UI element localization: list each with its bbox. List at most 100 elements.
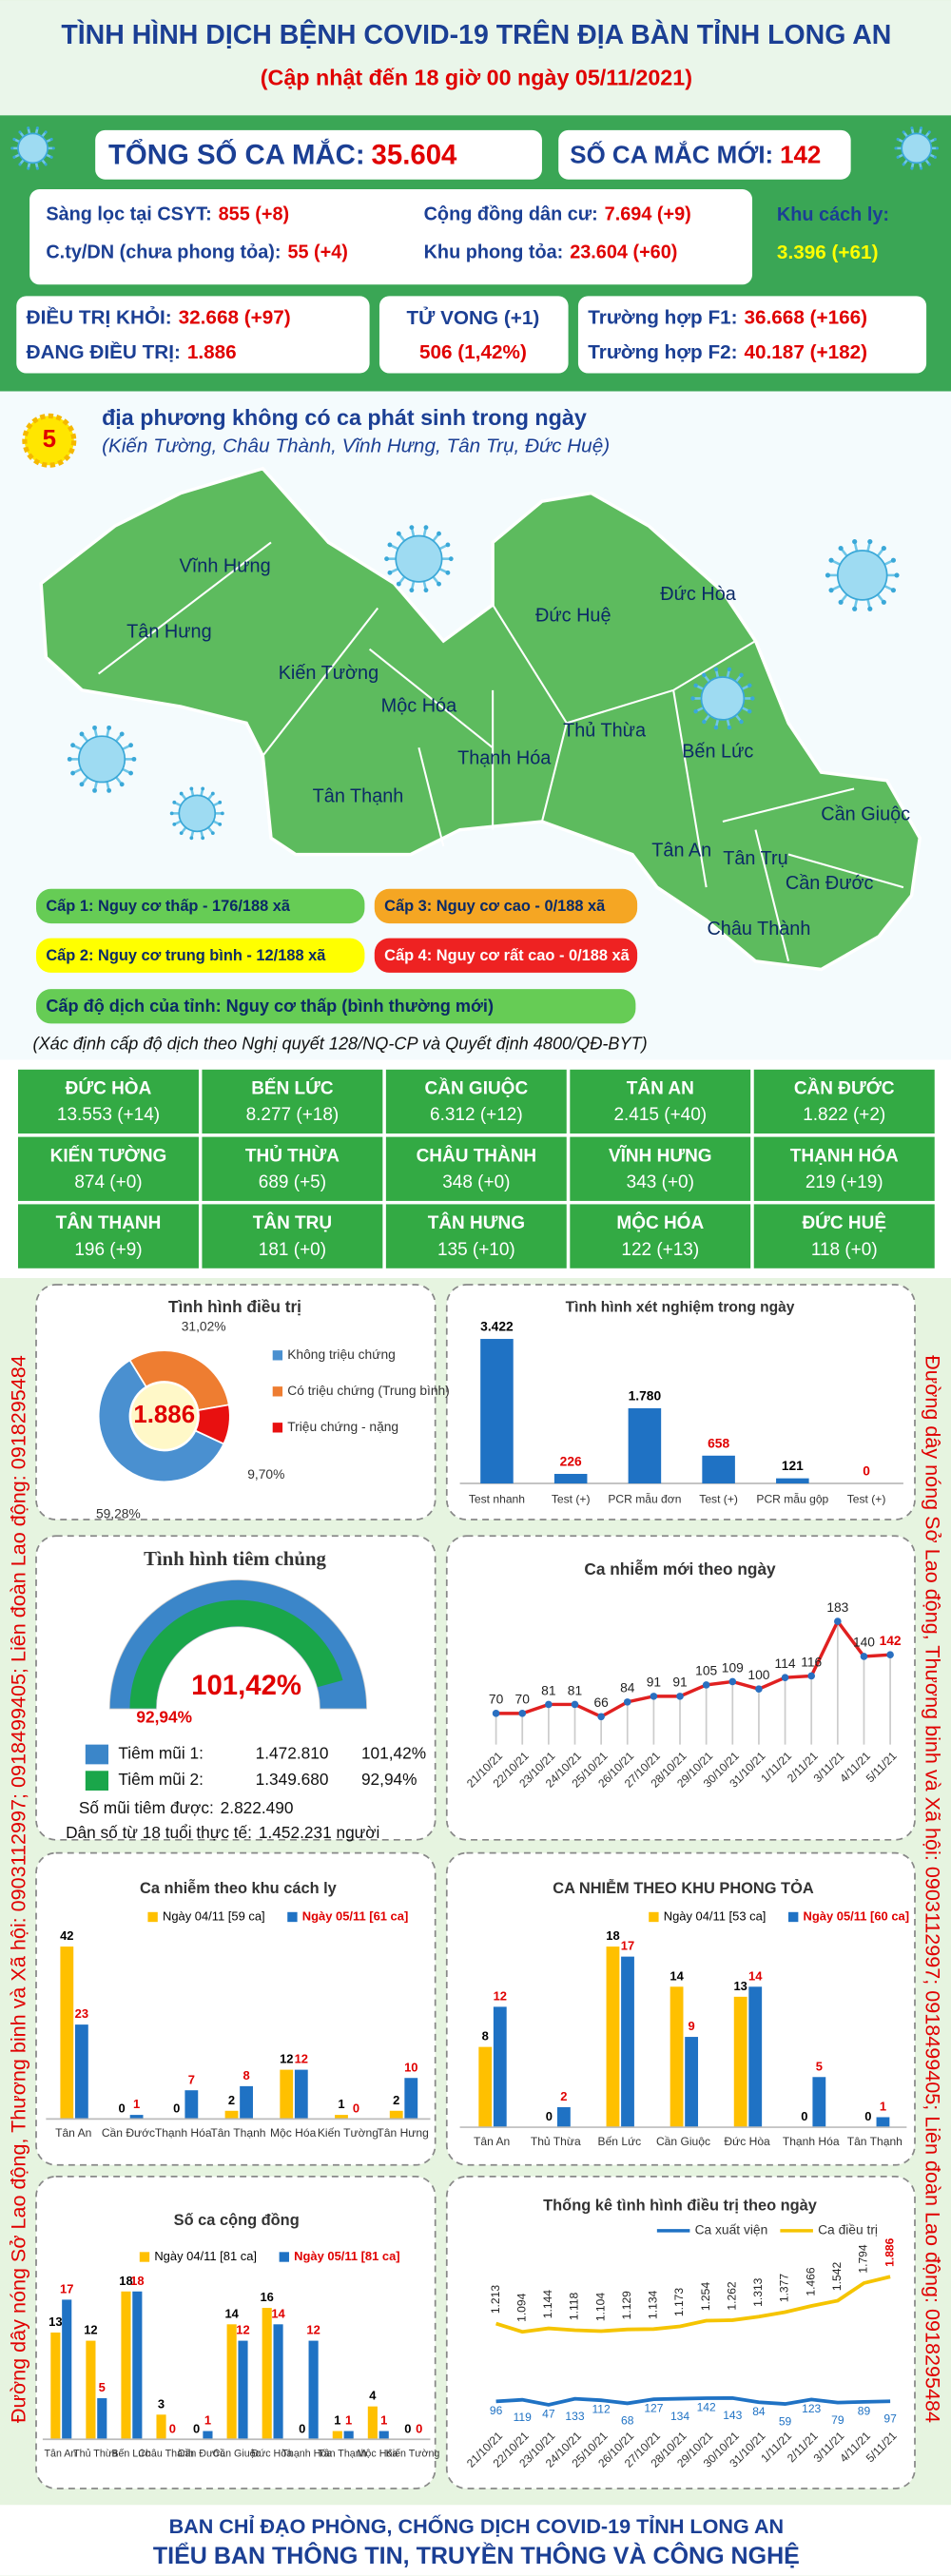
box [95, 129, 542, 180]
virus-tip [189, 836, 194, 841]
district-name: Kiến Tường [279, 663, 378, 684]
virus-spike [41, 131, 47, 138]
point [650, 1693, 658, 1700]
point-label: 127 [644, 2402, 663, 2415]
virus-spike [398, 575, 406, 584]
stat: Trường hợp F1: 36.668 (+166) [588, 307, 867, 329]
point-label: 89 [858, 2404, 871, 2417]
district-cell-value: 2.415 (+40) [613, 1105, 707, 1125]
bar [262, 2308, 272, 2440]
stat-value: 36.668 (+166) [744, 307, 867, 329]
category-label: Thạnh Hóa [155, 2126, 212, 2140]
legend-swatch [788, 1911, 799, 1923]
virus-tip [210, 791, 215, 796]
bar-value-label: 13 [49, 2315, 62, 2329]
point-label: 1.262 [725, 2281, 738, 2311]
footer-bg [0, 2505, 951, 2576]
chart-title: Tình hình tiêm chủng [144, 1549, 326, 1570]
stat-label: Khu phong tỏa: [424, 242, 564, 263]
bar-value-label: 1 [133, 2097, 140, 2111]
population-label: Dân số từ 18 tuổi thực tế: [66, 1822, 252, 1841]
point-label: 68 [621, 2414, 634, 2428]
legend-label: Tiêm mũi 1: [118, 1744, 204, 1763]
bar-value-label: 1 [338, 2097, 344, 2111]
virus-spike [910, 128, 915, 135]
virus-tip [218, 800, 223, 804]
bar [621, 1956, 634, 2128]
virus-spike [181, 793, 187, 801]
legend-label: Ngày 05/11 [61 ca] [302, 1908, 408, 1923]
bar [812, 2077, 826, 2128]
virus-spike [714, 719, 720, 727]
stat-value: 32.668 (+97) [179, 307, 291, 329]
virus-spike [924, 159, 930, 165]
bar [240, 2085, 253, 2120]
bar-value-label: 121 [782, 1458, 804, 1473]
donut-slice [128, 1349, 230, 1411]
bar-value-label: 42 [60, 1928, 73, 1943]
bar [480, 1339, 514, 1484]
virus-tip [727, 725, 732, 730]
bar-value-label: 12 [306, 2323, 320, 2337]
virus-spike [853, 542, 859, 552]
district-cell-name: TÂN TRỤ [253, 1212, 332, 1233]
point-label: 1.466 [804, 2267, 817, 2296]
virus-icon [690, 667, 755, 730]
label: 5 [43, 426, 56, 453]
stat-label: C.ty/DN (chưa phong tỏa): [46, 242, 281, 263]
virus-tip [384, 556, 389, 562]
virus-tip [201, 786, 205, 791]
category-label: Test (+) [847, 1492, 886, 1505]
stat-label: Cộng đồng dân cư: [424, 204, 598, 225]
virus-tip [18, 163, 22, 166]
chart-title: Tình hình điều trị [168, 1297, 301, 1316]
bar-value-label: 4 [369, 2389, 377, 2403]
series-line [495, 1617, 891, 1719]
virus-tip [189, 786, 194, 791]
point-label: 105 [695, 1663, 717, 1678]
point-label: 66 [593, 1695, 609, 1710]
virus-spike [840, 548, 848, 557]
point [728, 1677, 737, 1686]
virus-tip [49, 155, 53, 159]
bar-value-label: 14 [271, 2306, 285, 2320]
virus-tip [448, 556, 454, 562]
chart-panel [35, 1851, 437, 2166]
virus-tip [179, 831, 184, 836]
point [834, 1617, 842, 1625]
point-label: 140 [853, 1635, 875, 1650]
point-label: 1.118 [568, 2293, 581, 2321]
category-label: Cần Đước [102, 2126, 155, 2140]
virus-spike [726, 669, 730, 678]
virus-tip [713, 725, 719, 730]
category-label: Cần Giuộc [212, 2449, 261, 2460]
label: (Xác định cấp độ dịch theo Nghị quyết 12… [33, 1035, 648, 1054]
category-label: Kiến Tường [318, 2126, 378, 2140]
virus-tip [690, 696, 695, 701]
bar [553, 1473, 588, 1484]
virus-tip [423, 525, 429, 531]
district-border [722, 787, 855, 823]
level-label: Cấp 2: Nguy cơ trung bình - 12/188 xã [46, 947, 326, 964]
series-line [495, 2275, 891, 2334]
virus-spike [212, 802, 220, 807]
bar-value-label: 12 [84, 2323, 97, 2337]
stat-value: 7.694 (+9) [605, 204, 691, 225]
bar-value-label: 12 [494, 1988, 507, 2003]
donut-center [131, 1383, 198, 1449]
bar-value-label: 0 [863, 1463, 870, 1479]
virus-spike [81, 776, 89, 784]
legend-swatch [139, 2252, 150, 2262]
virus-spike [410, 580, 416, 590]
point [492, 1710, 500, 1717]
population-value: 1.452.231 người [259, 1822, 380, 1841]
table-cell [566, 1133, 754, 1205]
virus-icon [67, 725, 137, 793]
virus-tip [387, 570, 393, 575]
bar-value-label: 12 [280, 2052, 293, 2066]
district-cell-value: 181 (+0) [259, 1240, 326, 1260]
district-name: Thủ Thừa [563, 720, 647, 741]
header-bg [0, 0, 951, 116]
virus-tip [693, 708, 698, 714]
bar [74, 2024, 88, 2120]
